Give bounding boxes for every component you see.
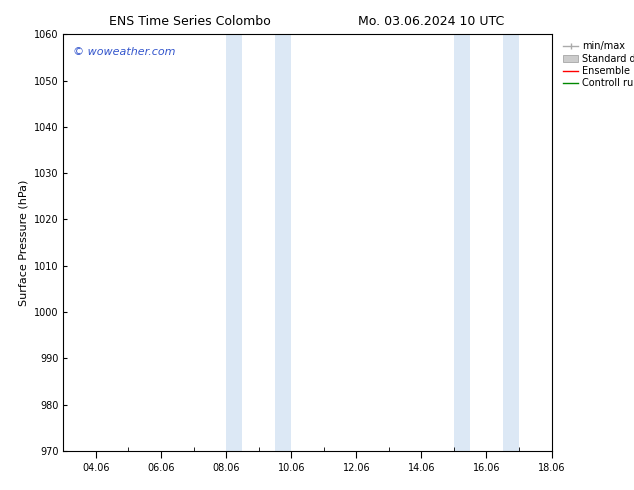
Bar <box>503 34 519 451</box>
Bar <box>275 34 291 451</box>
Legend: min/max, Standard deviation, Ensemble mean run, Controll run: min/max, Standard deviation, Ensemble me… <box>561 39 634 90</box>
Text: Mo. 03.06.2024 10 UTC: Mo. 03.06.2024 10 UTC <box>358 15 504 28</box>
Bar <box>454 34 470 451</box>
Text: ENS Time Series Colombo: ENS Time Series Colombo <box>109 15 271 28</box>
Bar <box>226 34 242 451</box>
Text: © woweather.com: © woweather.com <box>73 47 176 57</box>
Y-axis label: Surface Pressure (hPa): Surface Pressure (hPa) <box>18 179 29 306</box>
